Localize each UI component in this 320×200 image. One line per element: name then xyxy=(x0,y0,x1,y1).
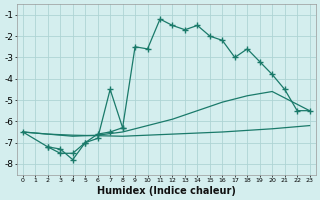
X-axis label: Humidex (Indice chaleur): Humidex (Indice chaleur) xyxy=(97,186,236,196)
